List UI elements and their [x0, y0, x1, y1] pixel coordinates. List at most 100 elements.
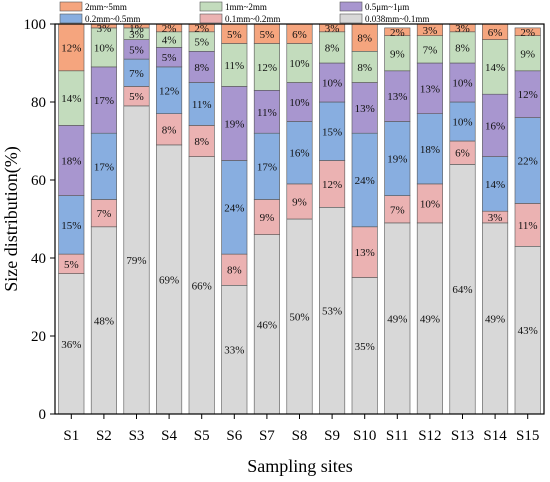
data-label-S1-series-0: 36%	[61, 339, 81, 351]
data-label-S6-series-2: 24%	[224, 202, 244, 214]
data-label-S13-series-3: 10%	[452, 78, 472, 90]
bar-segment-S13-series-0	[449, 164, 476, 415]
data-label-S15-series-1: 11%	[518, 220, 538, 232]
data-label-S12-series-2: 18%	[420, 144, 440, 156]
bar-segment-S15-series-1	[514, 203, 541, 247]
bar-segment-S5-series-0	[188, 156, 215, 415]
bar-segment-S6-series-0	[221, 284, 248, 415]
y-tick-label-0: 0	[39, 407, 47, 423]
bar-segment-S10-series-5	[351, 23, 378, 52]
x-tick-label-S2: S2	[96, 428, 112, 444]
data-label-S4-series-2: 12%	[159, 85, 179, 97]
legend-label-series-3: 0.5μm~1μm	[365, 2, 409, 12]
data-label-S14-series-1: 3%	[488, 212, 503, 224]
bar-segment-S13-series-3	[449, 62, 476, 103]
data-label-S1-series-3: 18%	[61, 156, 81, 168]
x-tick-label-S7: S7	[259, 428, 275, 444]
bar-segment-S1-series-0	[58, 273, 85, 415]
data-label-S2-series-4: 10%	[94, 42, 114, 54]
bar-segment-S11-series-0	[384, 222, 411, 415]
data-label-S10-series-0: 35%	[355, 341, 375, 353]
data-label-S9-series-0: 53%	[322, 306, 342, 318]
data-label-S12-series-4: 7%	[423, 44, 438, 56]
bar-segment-S14-series-3	[482, 93, 509, 157]
bar-segment-S15-series-4	[514, 35, 541, 72]
bar-segment-S5-series-2	[188, 82, 215, 126]
bar-segment-S1-series-3	[58, 125, 85, 196]
data-label-S3-series-3: 5%	[129, 44, 144, 56]
data-label-S8-series-1: 9%	[292, 196, 307, 208]
x-tick-label-S5: S5	[194, 428, 210, 444]
data-label-S6-series-0: 33%	[224, 345, 244, 357]
bar-segment-S7-series-2	[253, 132, 280, 200]
x-tick-label-S4: S4	[161, 428, 177, 444]
bar-segment-S12-series-1	[416, 183, 443, 224]
data-label-S6-series-5: 5%	[227, 29, 242, 41]
data-label-S11-series-3: 13%	[387, 91, 407, 103]
data-label-S12-series-5: 3%	[423, 25, 438, 37]
bar-segment-S11-series-1	[384, 195, 411, 224]
data-label-S8-series-0: 50%	[289, 312, 309, 324]
data-label-S9-series-2: 15%	[322, 126, 342, 138]
bar-segment-S6-series-1	[221, 253, 248, 286]
x-tick-label-S11: S11	[386, 428, 409, 444]
y-tick-label-40: 40	[31, 251, 46, 267]
data-label-S2-series-1: 7%	[97, 208, 112, 220]
x-tick-label-S3: S3	[129, 428, 145, 444]
data-label-S3-series-5: 1%	[129, 23, 144, 35]
bar-segment-S3-series-2	[123, 58, 150, 87]
data-label-S14-series-3: 16%	[485, 120, 505, 132]
data-label-S8-series-2: 16%	[289, 148, 309, 160]
data-label-S2-series-3: 17%	[94, 95, 114, 107]
data-label-S11-series-2: 19%	[387, 154, 407, 166]
bar-segment-S15-series-3	[514, 70, 541, 118]
bars-layer	[58, 23, 541, 415]
data-label-S14-series-0: 49%	[485, 313, 505, 325]
data-label-S8-series-5: 6%	[292, 29, 307, 41]
y-tick-label-60: 60	[31, 173, 46, 189]
data-label-S4-series-1: 8%	[162, 124, 177, 136]
bar-segment-S4-series-1	[156, 113, 183, 146]
legend-label-series-2: 0.2mm~0.5mm	[85, 14, 140, 24]
data-label-S1-series-5: 12%	[61, 42, 81, 54]
data-label-S4-series-4: 4%	[162, 35, 177, 47]
bar-segment-S7-series-1	[253, 199, 280, 235]
data-label-S10-series-3: 13%	[355, 103, 375, 115]
bar-segment-S1-series-4	[58, 70, 85, 126]
data-label-S5-series-1: 8%	[194, 136, 209, 148]
bar-segment-S2-series-2	[90, 132, 117, 200]
bar-segment-S8-series-2	[286, 121, 313, 185]
data-label-S7-series-5: 5%	[260, 29, 275, 41]
data-label-S12-series-1: 10%	[420, 198, 440, 210]
data-label-S7-series-3: 11%	[257, 107, 277, 119]
y-tick-label-20: 20	[31, 329, 46, 345]
data-label-S2-series-0: 48%	[94, 315, 114, 327]
legend-label-series-5: 2mm~5mm	[85, 2, 127, 12]
data-label-S12-series-3: 13%	[420, 83, 440, 95]
data-label-S10-series-5: 8%	[357, 33, 372, 45]
bar-segment-S2-series-3	[90, 66, 117, 134]
bar-segment-S8-series-4	[286, 43, 313, 83]
data-label-S7-series-2: 17%	[257, 161, 277, 173]
bar-segment-S6-series-2	[221, 160, 248, 255]
data-label-S10-series-1: 13%	[355, 247, 375, 259]
bar-segment-S7-series-0	[253, 234, 280, 415]
data-label-S8-series-3: 10%	[289, 97, 309, 109]
bar-segment-S14-series-4	[482, 39, 509, 95]
data-label-S5-series-5: 2%	[194, 23, 209, 35]
legend-label-series-0: 0.038mm~0.1mm	[365, 14, 429, 24]
bar-segment-S15-series-5	[514, 27, 541, 36]
x-tick-label-S13: S13	[451, 428, 474, 444]
data-label-S15-series-5: 2%	[520, 27, 535, 39]
bar-segment-S15-series-2	[514, 117, 541, 204]
x-tick-label-S12: S12	[418, 428, 441, 444]
data-label-S15-series-3: 12%	[518, 89, 538, 101]
x-tick-label-S9: S9	[324, 428, 340, 444]
data-label-S15-series-4: 9%	[520, 48, 535, 60]
bar-segment-S12-series-0	[416, 222, 443, 415]
data-label-S9-series-4: 8%	[325, 42, 340, 54]
data-label-S15-series-0: 43%	[518, 325, 538, 337]
data-label-S6-series-3: 19%	[224, 118, 244, 130]
data-label-S14-series-2: 14%	[485, 179, 505, 191]
data-label-S1-series-2: 15%	[61, 220, 81, 232]
